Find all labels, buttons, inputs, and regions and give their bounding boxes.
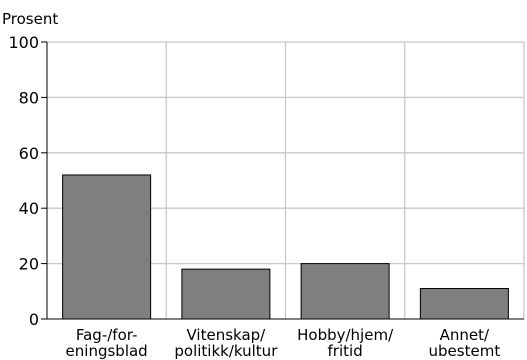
y-axis-ticks: 0 20 40 60 80 100 bbox=[8, 33, 47, 329]
y-axis-label: Prosent bbox=[2, 10, 58, 28]
x-tick-label: Hobby/hjem/ bbox=[297, 326, 394, 344]
x-tick-label: eningsblad bbox=[66, 342, 148, 360]
bar bbox=[300, 263, 390, 320]
x-tick-label: ubestemt bbox=[429, 342, 501, 360]
y-tick-label: 40 bbox=[19, 199, 39, 218]
y-tick-label: 0 bbox=[29, 310, 39, 329]
x-axis-labels: Fag-/for-eningsblad Vitenskap/politikk/ku… bbox=[66, 326, 501, 360]
axes bbox=[46, 42, 524, 320]
bar bbox=[419, 288, 509, 320]
x-tick-label: Fag-/for- bbox=[76, 326, 138, 344]
x-tick-label: fritid bbox=[328, 342, 363, 360]
x-tick-label: Vitenskap/ bbox=[187, 326, 267, 344]
bars bbox=[62, 174, 509, 320]
bar bbox=[181, 268, 271, 320]
bar bbox=[62, 174, 152, 320]
y-tick-label: 80 bbox=[19, 88, 39, 107]
y-tick-label: 60 bbox=[19, 144, 39, 163]
x-tick-label: Annet/ bbox=[440, 326, 490, 344]
y-tick-label: 100 bbox=[8, 33, 39, 52]
x-tick-label: politikk/kultur bbox=[174, 342, 278, 360]
y-tick-label: 20 bbox=[19, 255, 39, 274]
